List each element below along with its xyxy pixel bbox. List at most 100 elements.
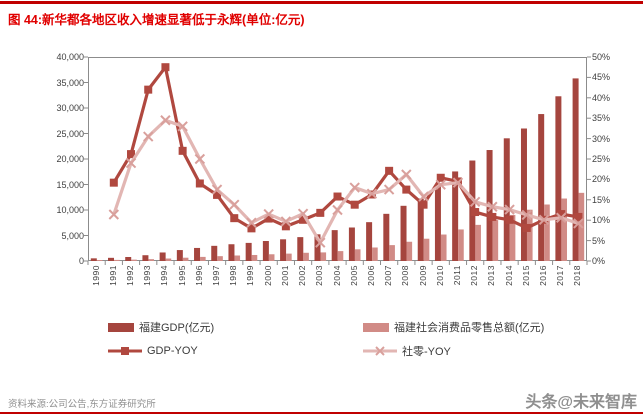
legend-label-gdp-bar: 福建GDP(亿元) xyxy=(139,322,215,334)
retail-bar xyxy=(165,258,172,261)
gdp-yoy-marker xyxy=(127,150,136,159)
x-axis-tick-label: 2012 xyxy=(469,265,480,286)
retail-bar xyxy=(96,260,103,261)
shels-yoy-line xyxy=(112,118,579,245)
source-note: 资料来源:公司公告,东方证券研究所 xyxy=(8,399,156,410)
retail-bar xyxy=(475,224,481,261)
x-axis-tick-label: 2011 xyxy=(451,265,462,286)
y-axis-left-tick-label: 5,000 xyxy=(61,230,84,241)
gdp-yoy-marker xyxy=(109,178,118,187)
retail-bar xyxy=(492,220,499,261)
top-rule xyxy=(0,1,643,4)
x-axis-tick-label: 2007 xyxy=(383,265,394,286)
gdp-bar xyxy=(417,198,424,261)
gdp-yoy-marker xyxy=(436,173,445,182)
shels-yoy-marker xyxy=(538,214,550,225)
gdp-bar xyxy=(262,241,269,261)
shels-yoy-marker xyxy=(349,182,360,193)
retail-bar xyxy=(423,238,430,261)
x-axis-tick-label: 2014 xyxy=(503,265,514,286)
retail-bar xyxy=(200,256,206,261)
shels-yoy-marker xyxy=(160,115,171,126)
gdp-yoy-marker xyxy=(522,223,531,232)
shels-yoy-marker xyxy=(194,153,206,165)
y-axis-left-tick-label: 0 xyxy=(78,256,84,266)
retail-bar xyxy=(389,245,395,261)
x-axis-tick-label: 2008 xyxy=(400,265,411,286)
gdp-yoy-marker xyxy=(161,63,170,72)
x-axis-tick-label: 1999 xyxy=(245,265,256,286)
shels-yoy-marker xyxy=(229,199,240,210)
x-axis-tick-label: 1994 xyxy=(159,265,170,286)
x-axis-tick-label: 1993 xyxy=(142,265,153,286)
shels-yoy-marker xyxy=(263,208,274,220)
gdp-bar xyxy=(194,247,201,261)
retail-bar xyxy=(182,257,189,261)
y-axis-left-tick-label: 35,000 xyxy=(56,77,84,88)
y-axis-right-tick-label: 30% xyxy=(592,133,611,144)
gdp-yoy-marker xyxy=(299,215,308,224)
retail-bar xyxy=(544,204,550,261)
gdp-bar xyxy=(452,171,459,261)
shels-yoy-marker xyxy=(435,179,446,190)
x-axis-tick-label: 2006 xyxy=(365,265,376,286)
shels-yoy-line-swatch xyxy=(363,346,397,356)
x-axis-tick-label: 1996 xyxy=(193,265,204,286)
retail-bar xyxy=(217,256,223,261)
retail-bar-swatch xyxy=(363,322,389,332)
y-axis-right-tick-label: 15% xyxy=(592,194,611,205)
gdp-bar xyxy=(331,230,338,261)
retail-bar xyxy=(458,229,464,261)
gdp-yoy-marker xyxy=(505,215,514,224)
retail-bar xyxy=(406,241,413,261)
retail-bar xyxy=(251,254,258,261)
y-axis-left-tick-label: 40,000 xyxy=(56,52,84,62)
retail-bar xyxy=(561,198,567,261)
gdp-yoy-marker xyxy=(488,212,497,221)
retail-bar xyxy=(337,251,344,261)
gdp-bar xyxy=(348,227,355,261)
gdp-bar xyxy=(245,242,252,261)
y-axis-right-tick-label: 5% xyxy=(592,235,606,246)
shels-yoy-marker xyxy=(555,212,567,223)
gdp-bar xyxy=(555,96,562,261)
retail-bar xyxy=(509,214,516,261)
shels-yoy-marker xyxy=(383,184,395,195)
gdp-yoy-marker xyxy=(557,210,566,219)
gdp-bar xyxy=(280,239,287,261)
gdp-bar xyxy=(572,78,579,261)
y-axis-right-tick-label: 10% xyxy=(592,215,611,226)
x-axis-tick-label: 2016 xyxy=(537,265,548,286)
x-axis-tick-label: 2004 xyxy=(331,265,342,286)
retail-bar xyxy=(320,252,327,261)
shels-yoy-marker xyxy=(315,237,326,248)
gdp-bar xyxy=(434,185,441,261)
plot-area xyxy=(84,56,591,265)
gdp-yoy-marker xyxy=(574,212,583,221)
shels-yoy-marker xyxy=(177,121,188,132)
x-axis-tick-label: 2013 xyxy=(486,265,497,286)
retail-bar xyxy=(268,254,275,261)
gdp-yoy-marker xyxy=(144,85,153,94)
gdp-bar xyxy=(108,257,115,261)
legend-item-gdp-bar: 福建GDP(亿元) xyxy=(108,320,214,334)
x-axis-tick-label: 2005 xyxy=(348,265,359,286)
legend-label-retail-bar: 福建社会消费品零售总额(亿元) xyxy=(394,322,545,334)
gdp-yoy-marker xyxy=(333,192,342,201)
figure-title: 图 44:新华都各地区收入增速显著低于永辉(单位:亿元) xyxy=(8,13,305,27)
retail-bar xyxy=(286,253,292,261)
x-axis-tick-label: 1995 xyxy=(176,265,187,286)
x-axis-tick-label: 1992 xyxy=(125,265,136,286)
gdp-bar xyxy=(297,237,304,261)
retail-bar xyxy=(526,209,533,261)
gdp-bar xyxy=(400,205,407,261)
legend-item-retail-bar: 福建社会消费品零售总额(亿元) xyxy=(363,320,544,334)
gdp-yoy-marker xyxy=(350,200,359,209)
y-axis-right-tick-label: 20% xyxy=(592,174,611,185)
x-axis-tick-label: 2009 xyxy=(417,265,428,286)
y-axis-right-tick-label: 35% xyxy=(592,113,611,124)
shels-yoy-marker xyxy=(246,217,257,228)
gdp-bar xyxy=(211,245,218,261)
shels-yoy-marker xyxy=(280,216,292,227)
